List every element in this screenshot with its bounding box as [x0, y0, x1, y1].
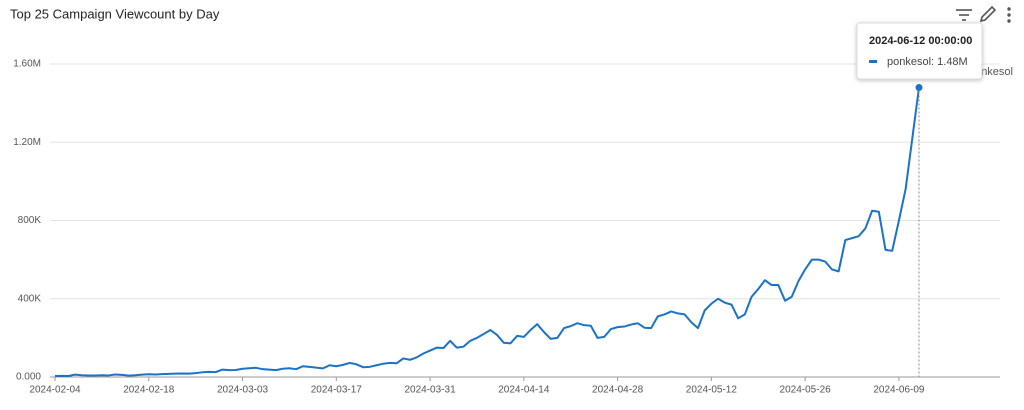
- filter-icon[interactable]: [956, 9, 972, 21]
- y-tick-label: 1.20M: [13, 137, 41, 148]
- y-tick-label: 1.60M: [13, 59, 41, 70]
- x-tick-label: 2024-03-17: [311, 385, 363, 396]
- chart-title: Top 25 Campaign Viewcount by Day: [10, 6, 220, 21]
- plot-area: 0.000 400K 800K 1.20M 1.60M 2024-02-04 2024-02…: [13, 59, 1013, 396]
- y-tick-label: 0.000: [16, 372, 41, 383]
- x-tick-label: 2024-06-09: [873, 385, 925, 396]
- tooltip-swatch: [869, 60, 877, 63]
- x-tick-label: 2024-04-28: [592, 385, 644, 396]
- tooltip-box: [856, 22, 983, 80]
- y-tick-label: 400K: [18, 293, 42, 304]
- x-tick-label: 2024-05-12: [686, 385, 738, 396]
- hover-point: [915, 83, 923, 91]
- tooltip: 2024-06-12 00:00:00 ponkesol: 1.48M: [856, 22, 983, 80]
- more-icon[interactable]: [1007, 7, 1011, 23]
- series-line: [54, 87, 920, 378]
- x-tick-label: 2024-03-31: [404, 385, 456, 396]
- y-tick-label: 800K: [18, 215, 42, 226]
- x-tick-label: 2024-05-26: [780, 385, 832, 396]
- edit-icon[interactable]: [979, 5, 997, 23]
- x-tick-label: 2024-04-14: [498, 385, 550, 396]
- x-tick-label: 2024-02-18: [123, 385, 175, 396]
- tooltip-title: 2024-06-12 00:00:00: [869, 35, 972, 47]
- x-tick-label: 2024-03-03: [217, 385, 269, 396]
- x-tick-label: 2024-02-04: [29, 385, 81, 396]
- tooltip-label: ponkesol: 1.48M: [887, 56, 968, 68]
